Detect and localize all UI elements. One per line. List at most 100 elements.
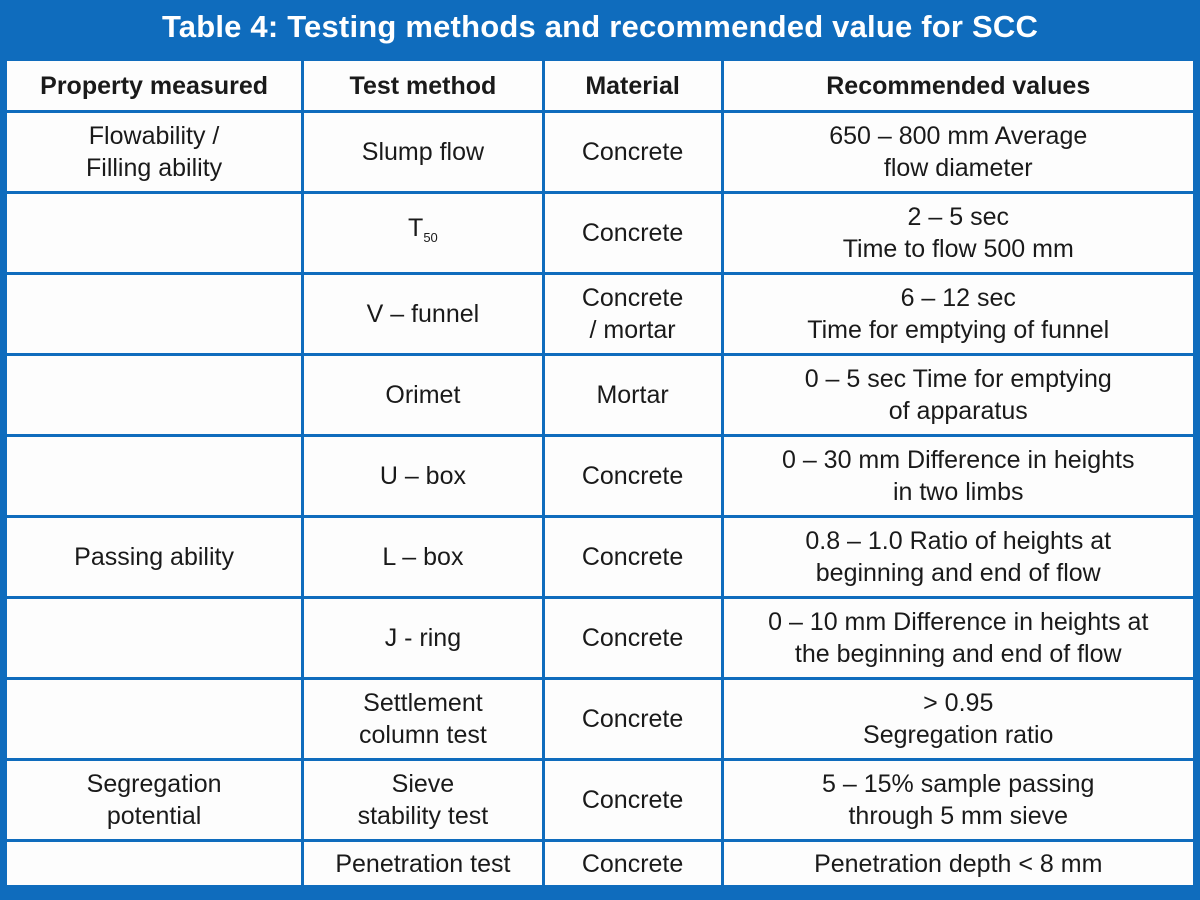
material-cell-line: Concrete [581, 284, 684, 312]
test-method-cell-line: stability test [357, 802, 489, 830]
recommended-value-cell: 650 – 800 mm Average flow diameter [720, 110, 1196, 194]
test-method-cell-line: U – box [379, 462, 466, 490]
property-cell-line: Segregation [86, 770, 222, 798]
test-method-cell: Sieve stability test [301, 758, 545, 842]
test-method-cell-line: J - ring [384, 624, 462, 652]
header-recommended-values: Recommended values [720, 58, 1196, 113]
recommended-value-cell-line: 0 – 30 mm Difference in heights [781, 446, 1135, 474]
recommended-value-cell: Penetration depth < 8 mm [720, 839, 1196, 888]
material-cell-line: Concrete [581, 462, 684, 490]
table-title: Table 4: Testing methods and recommended… [0, 0, 1200, 56]
test-method-cell: J - ring [301, 596, 545, 680]
test-method-cell-line: T50 [310, 212, 535, 254]
material-cell: Concrete [541, 758, 724, 842]
recommended-value-cell-line: beginning and end of flow [815, 559, 1101, 587]
table-row: Settlement column test Concrete > 0.95 Segre… [3, 677, 1196, 761]
recommended-value-cell-line: Segregation ratio [863, 721, 1054, 749]
recommended-value-cell: 0 – 5 sec Time for emptying of apparatus [720, 353, 1196, 437]
recommended-value-cell-line: 650 – 800 mm Average [829, 122, 1088, 150]
recommended-value-cell-line: Penetration depth < 8 mm [814, 849, 1103, 878]
recommended-value-cell-line: 2 – 5 sec [907, 203, 1009, 231]
table-row: J - ring Concrete 0 – 10 mm Difference in … [3, 596, 1196, 680]
recommended-value-cell-line: > 0.95 [923, 689, 994, 717]
recommended-value-cell-line: through 5 mm sieve [848, 802, 1069, 830]
property-cell-line: Flowability / [88, 122, 220, 150]
table-body: Flowability / Filling ability Slump flow Co… [3, 110, 1196, 888]
property-cell [3, 191, 305, 275]
test-method-cell-line: Orimet [385, 381, 461, 409]
table-row: Orimet Mortar 0 – 5 sec Time for emptying o… [3, 353, 1196, 437]
property-cell-line: potential [106, 802, 202, 830]
table-row: V – funnel Concrete / mortar 6 – 12 sec Time… [3, 272, 1196, 356]
recommended-value-cell: 2 – 5 sec Time to flow 500 mm [720, 191, 1196, 275]
method-text: T [408, 214, 424, 242]
table-row: U – box Concrete 0 – 30 mm Difference in h… [3, 434, 1196, 518]
recommended-value-cell-line: 0.8 – 1.0 Ratio of heights at [805, 527, 1112, 555]
header-row: Property measured Test method Material R… [3, 58, 1196, 113]
material-cell-line: / mortar [589, 316, 676, 344]
recommended-value-cell: 5 – 15% sample passing through 5 mm sieve [720, 758, 1196, 842]
property-cell [3, 272, 305, 356]
test-method-cell: L – box [301, 515, 545, 599]
test-method-cell-line: V – funnel [366, 300, 480, 328]
recommended-value-cell-line: 0 – 10 mm Difference in heights at [768, 608, 1149, 636]
material-cell: Concrete [541, 434, 724, 518]
material-cell: Mortar [541, 353, 724, 437]
test-method-cell-line: Penetration test [335, 849, 511, 878]
property-cell [3, 839, 305, 888]
material-cell-line: Concrete [581, 219, 684, 247]
test-method-cell-line: column test [358, 721, 487, 749]
material-cell-line: Concrete [581, 786, 684, 814]
property-cell [3, 434, 305, 518]
test-method-cell-line: Sieve [391, 770, 455, 798]
property-cell [3, 353, 305, 437]
test-method-cell-line: Settlement [363, 689, 483, 717]
recommended-value-cell: 0 – 30 mm Difference in heights in two li… [720, 434, 1196, 518]
test-method-cell: U – box [301, 434, 545, 518]
recommended-value-cell-line: the beginning and end of flow [794, 640, 1122, 668]
property-cell-line: Filling ability [86, 154, 223, 182]
recommended-value-cell-line: Time to flow 500 mm [842, 235, 1074, 263]
recommended-value-cell-line: in two limbs [892, 478, 1024, 506]
table-row: Flowability / Filling ability Slump flow Co… [3, 110, 1196, 194]
material-cell-line: Concrete [581, 624, 684, 652]
recommended-value-cell-line: 0 – 5 sec Time for emptying [804, 365, 1112, 393]
header-material: Material [541, 58, 724, 113]
test-method-cell: Penetration test [301, 839, 545, 888]
header-property-measured: Property measured [3, 58, 305, 113]
property-cell: Segregation potential [3, 758, 305, 842]
material-cell: Concrete [541, 515, 724, 599]
table-row: Penetration test Concrete Penetration dept… [3, 839, 1196, 888]
recommended-value-cell-line: 5 – 15% sample passing [822, 770, 1095, 798]
material-cell: Concrete [541, 110, 724, 194]
property-cell-line: Passing ability [74, 543, 234, 571]
material-cell: Concrete / mortar [541, 272, 724, 356]
test-method-cell-line: L – box [382, 543, 464, 571]
property-cell [3, 596, 305, 680]
recommended-value-cell-line: Time for emptying of funnel [807, 316, 1110, 344]
test-method-cell: V – funnel [301, 272, 545, 356]
material-cell-line: Concrete [581, 705, 684, 733]
material-cell: Concrete [541, 596, 724, 680]
recommended-value-cell-line: 6 – 12 sec [900, 284, 1016, 312]
property-cell: Flowability / Filling ability [3, 110, 305, 194]
material-cell: Concrete [541, 191, 724, 275]
recommended-value-cell: 0 – 10 mm Difference in heights at the be… [720, 596, 1196, 680]
material-cell: Concrete [541, 839, 724, 888]
recommended-value-cell: 6 – 12 sec Time for emptying of funnel [720, 272, 1196, 356]
recommended-value-cell: > 0.95 Segregation ratio [720, 677, 1196, 761]
recommended-value-cell-line: flow diameter [883, 154, 1033, 182]
header-test-method: Test method [301, 58, 545, 113]
recommended-value-cell-line: of apparatus [888, 397, 1028, 425]
material-cell-line: Concrete [581, 849, 684, 878]
test-method-cell: T50 [301, 191, 545, 275]
test-method-cell-line: Slump flow [361, 138, 485, 166]
recommended-value-cell: 0.8 – 1.0 Ratio of heights at beginning a… [720, 515, 1196, 599]
property-cell [3, 677, 305, 761]
material-cell-line: Mortar [596, 381, 669, 409]
property-cell: Passing ability [3, 515, 305, 599]
material-cell-line: Concrete [581, 138, 684, 166]
table-row: T50 Concrete 2 – 5 sec Time to flow 500 mm [3, 191, 1196, 275]
test-method-cell: Orimet [301, 353, 545, 437]
table-row: Segregation potential Sieve stability test C… [3, 758, 1196, 842]
